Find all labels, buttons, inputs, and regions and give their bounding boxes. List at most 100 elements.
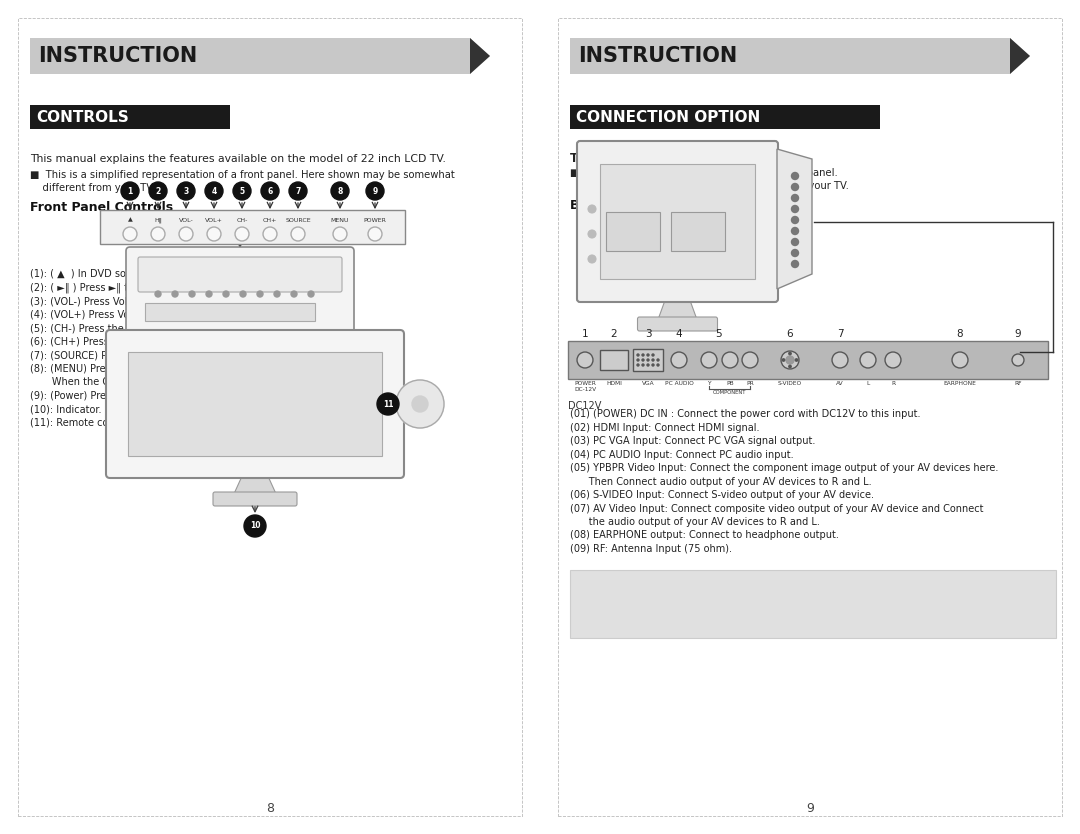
Circle shape xyxy=(240,291,246,297)
Text: (02) HDMI Input: Connect HDMI signal.: (02) HDMI Input: Connect HDMI signal. xyxy=(570,423,759,433)
Circle shape xyxy=(792,239,798,245)
Text: PC AUDIO: PC AUDIO xyxy=(664,381,693,386)
Text: 2: 2 xyxy=(610,329,618,339)
Circle shape xyxy=(647,354,649,356)
Circle shape xyxy=(795,359,798,361)
Circle shape xyxy=(742,352,758,368)
Text: connecting them to the television: connecting them to the television xyxy=(582,591,775,601)
Text: (09) RF: Antenna Input (75 ohm).: (09) RF: Antenna Input (75 ohm). xyxy=(570,544,732,554)
Circle shape xyxy=(951,352,968,368)
Text: 7: 7 xyxy=(295,187,300,195)
Circle shape xyxy=(222,291,229,297)
Circle shape xyxy=(149,182,167,200)
Polygon shape xyxy=(470,38,490,74)
Text: 8: 8 xyxy=(337,187,342,195)
Circle shape xyxy=(792,194,798,202)
Text: connection is in correct.: connection is in correct. xyxy=(582,620,727,630)
Text: Please turn off the TV when connecting other equipments till all the: Please turn off the TV when connecting o… xyxy=(582,605,943,615)
Circle shape xyxy=(781,351,799,369)
Circle shape xyxy=(1012,354,1024,366)
Text: INSTRUCTION: INSTRUCTION xyxy=(38,46,198,66)
Circle shape xyxy=(189,291,195,297)
FancyBboxPatch shape xyxy=(129,352,382,456)
Text: 8: 8 xyxy=(957,329,963,339)
FancyBboxPatch shape xyxy=(138,257,342,292)
Circle shape xyxy=(308,291,314,297)
Circle shape xyxy=(179,227,193,241)
FancyBboxPatch shape xyxy=(145,303,315,321)
FancyBboxPatch shape xyxy=(633,349,663,371)
Circle shape xyxy=(792,249,798,257)
Text: (1): ( ▲  ) In DVD source Load /Eject DVD disk.: (1): ( ▲ ) In DVD source Load /Eject DVD… xyxy=(30,269,255,279)
Text: 3: 3 xyxy=(184,187,189,195)
Text: 5: 5 xyxy=(240,187,244,195)
Text: Here shown may be somewhat different from your TV.: Here shown may be somewhat different fro… xyxy=(570,181,849,191)
Text: This is the back panel  LCD TV: This is the back panel LCD TV xyxy=(570,152,770,165)
Circle shape xyxy=(156,291,161,297)
Text: ■  This is a simplified representation of a front panel. Here shown may be somew: ■ This is a simplified representation of… xyxy=(30,170,455,180)
Text: (3): (VOL-) Press Volume- to decrease the volume.: (3): (VOL-) Press Volume- to decrease th… xyxy=(30,296,274,306)
Circle shape xyxy=(647,359,649,361)
Circle shape xyxy=(647,364,649,366)
Circle shape xyxy=(885,352,901,368)
Text: (03) PC VGA Input: Connect PC VGA signal output.: (03) PC VGA Input: Connect PC VGA signal… xyxy=(570,436,815,446)
Text: (01) (POWER) DC IN : Connect the power cord with DC12V to this input.: (01) (POWER) DC IN : Connect the power c… xyxy=(570,409,920,419)
Circle shape xyxy=(792,183,798,190)
Text: (8): (MENU) Press this button to display the OSD menu.: (8): (MENU) Press this button to display… xyxy=(30,364,301,374)
Polygon shape xyxy=(570,38,1030,74)
Circle shape xyxy=(786,356,794,364)
FancyBboxPatch shape xyxy=(106,330,404,478)
Text: (2): ( ►‖ ) Press ►‖ to play or pause the disc under DVD mode.: (2): ( ►‖ ) Press ►‖ to play or pause th… xyxy=(30,283,336,293)
Text: R: R xyxy=(891,381,895,386)
Circle shape xyxy=(860,352,876,368)
Circle shape xyxy=(701,352,717,368)
Circle shape xyxy=(642,359,644,361)
Text: (05) YPBPR Video Input: Connect the component image output of your AV devices he: (05) YPBPR Video Input: Connect the comp… xyxy=(570,463,998,473)
Circle shape xyxy=(244,515,266,537)
Circle shape xyxy=(577,352,593,368)
Circle shape xyxy=(652,364,654,366)
Text: L: L xyxy=(866,381,869,386)
Text: Back Connection Panel: Back Connection Panel xyxy=(570,199,730,212)
Circle shape xyxy=(205,182,222,200)
FancyBboxPatch shape xyxy=(637,317,717,331)
Circle shape xyxy=(637,364,639,366)
Text: EARPHONE: EARPHONE xyxy=(944,381,976,386)
Text: S-VIDEO: S-VIDEO xyxy=(778,381,802,386)
Text: (9): (Power) Press this button to standby mode.: (9): (Power) Press this button to standb… xyxy=(30,390,261,400)
Text: COMPONENT: COMPONENT xyxy=(713,390,746,395)
Circle shape xyxy=(723,352,738,368)
Polygon shape xyxy=(658,299,698,321)
Circle shape xyxy=(792,205,798,213)
Circle shape xyxy=(257,291,264,297)
Text: POWER: POWER xyxy=(364,218,387,223)
Text: 4: 4 xyxy=(676,329,683,339)
Circle shape xyxy=(782,359,785,361)
FancyBboxPatch shape xyxy=(600,350,627,370)
Text: Then Connect audio output of your AV devices to R and L.: Then Connect audio output of your AV dev… xyxy=(570,476,872,486)
Circle shape xyxy=(377,393,399,415)
Circle shape xyxy=(123,227,137,241)
Text: HDMI: HDMI xyxy=(606,381,622,386)
Text: (6): (CH+) Press the button to up the channel.: (6): (CH+) Press the button to up the ch… xyxy=(30,336,256,346)
Text: (11): Remote control sensor window.: (11): Remote control sensor window. xyxy=(30,418,208,428)
FancyBboxPatch shape xyxy=(577,141,778,302)
Circle shape xyxy=(652,354,654,356)
Text: (04) PC AUDIO Input: Connect PC audio input.: (04) PC AUDIO Input: Connect PC audio in… xyxy=(570,450,794,460)
Text: (08) EARPHONE output: Connect to headphone output.: (08) EARPHONE output: Connect to headpho… xyxy=(570,530,839,540)
FancyBboxPatch shape xyxy=(570,570,1056,637)
Text: This manual explains the features available on the model of 22 inch LCD TV.: This manual explains the features availa… xyxy=(30,154,446,164)
Circle shape xyxy=(366,182,384,200)
Text: 1: 1 xyxy=(582,329,589,339)
FancyBboxPatch shape xyxy=(100,210,405,244)
Text: (10): Indicator.: (10): Indicator. xyxy=(30,404,102,414)
FancyBboxPatch shape xyxy=(600,164,755,279)
Text: DC12V: DC12V xyxy=(568,401,602,411)
Text: (06) S-VIDEO Input: Connect S-video output of your AV device.: (06) S-VIDEO Input: Connect S-video outp… xyxy=(570,490,874,500)
Circle shape xyxy=(264,227,276,241)
Text: ▲: ▲ xyxy=(127,218,133,223)
Circle shape xyxy=(207,227,221,241)
Text: PR: PR xyxy=(746,381,754,386)
Circle shape xyxy=(788,352,792,354)
Text: POWER
DC-12V: POWER DC-12V xyxy=(573,381,596,392)
